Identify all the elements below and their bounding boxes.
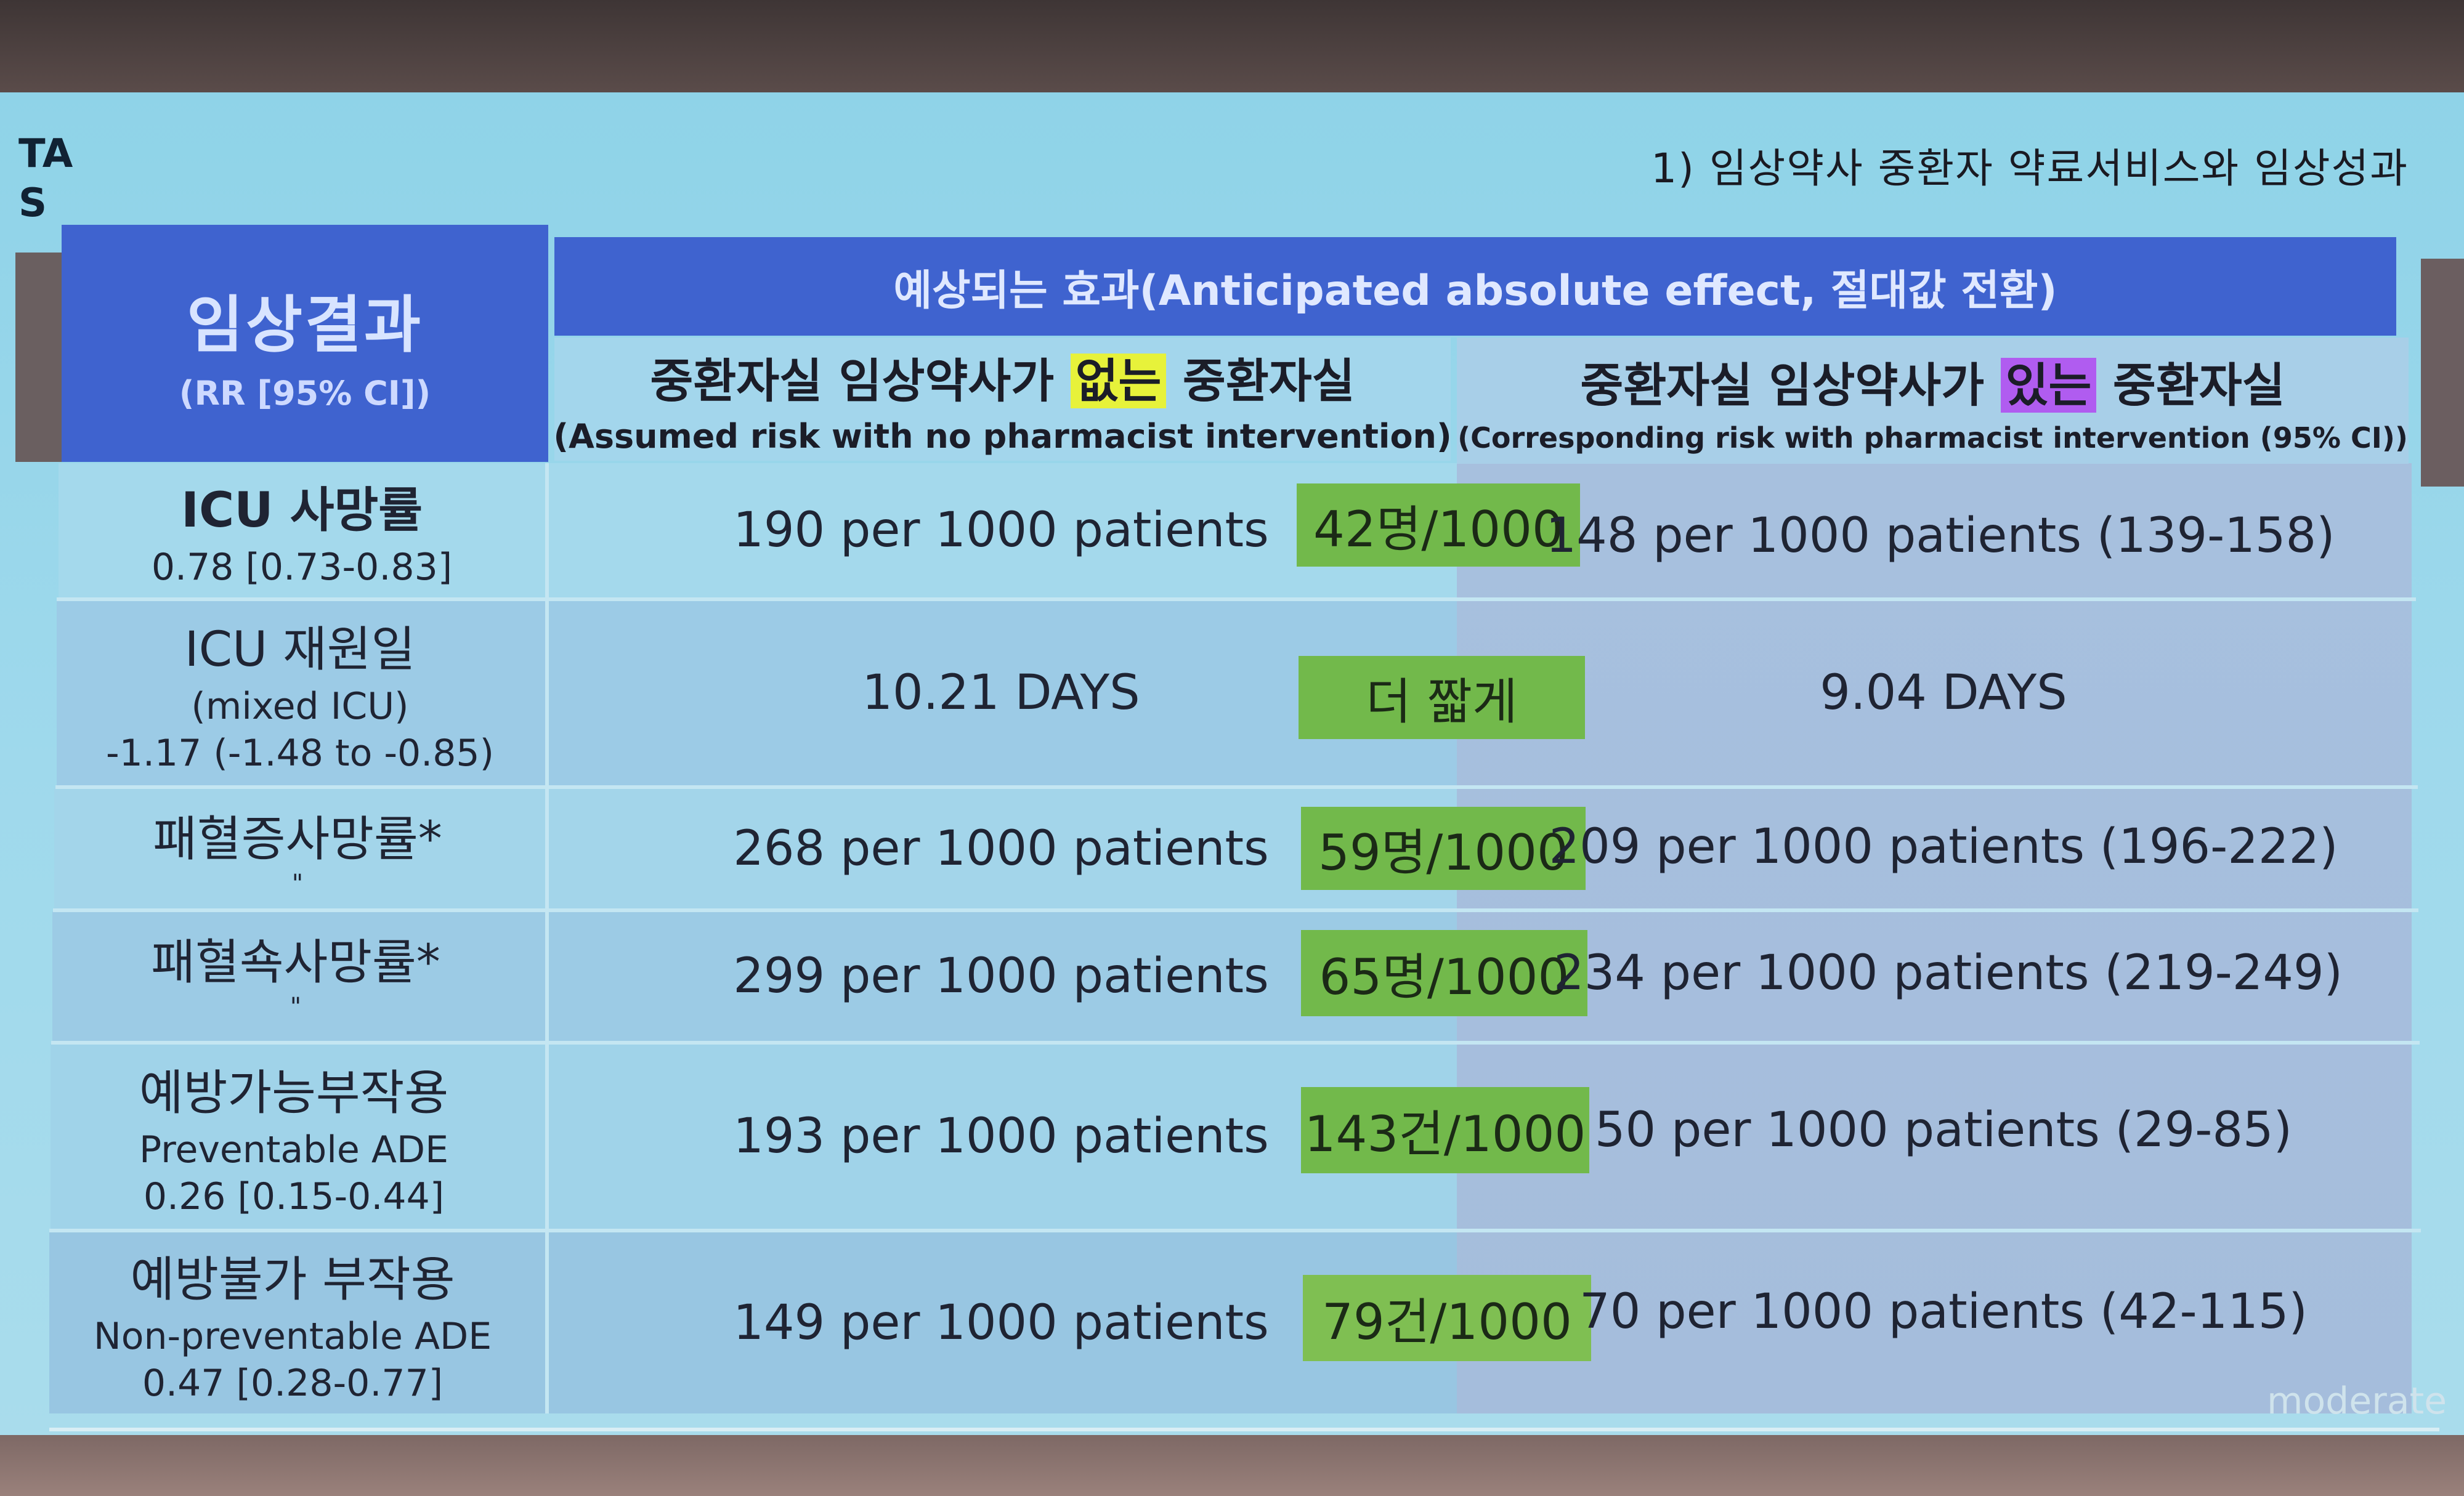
table-row-label: 패혈증사망률* " [54,788,541,908]
with-header-text-before: 중환자실 임상약사가 [1580,357,2001,413]
without-value: 193 per 1000 patients [733,1109,1269,1164]
outcome-ditto: " [291,870,304,898]
row-background-1 [59,463,1457,597]
with-highlight: 있는 [2000,357,2097,413]
room-ceiling [0,0,2464,99]
row-divider [55,785,2418,789]
with-value: 9.04 DAYS [1820,665,2067,721]
with-value: 209 per 1000 patients (196-222) [1549,819,2338,875]
table-row-label: 패혈쇽사망률* " [52,912,539,1041]
table-row-label: 예방불가 부작용 Non-preventable ADE 0.47 [0.28-… [49,1232,536,1413]
without-value: 190 per 1000 patients [733,503,1269,558]
slide-bottom-edge [49,1428,2439,1431]
row-background-5 [51,1044,1457,1229]
right-column-background [1457,463,2412,1413]
outcome-ditto: " [290,993,302,1021]
without-value: 299 per 1000 patients [733,948,1269,1004]
difference-badge: 143건/1000 [1301,1087,1589,1173]
outcome-name: ICU 사망률 [180,483,423,538]
without-pharmacist-header-en: (Assumed risk with no pharmacist interve… [553,416,1452,456]
with-value: 70 per 1000 patients (42-115) [1579,1284,2308,1340]
with-value: 234 per 1000 patients (219-249) [1553,945,2343,1001]
slide-title: 1) 임상약사 중환자 약료서비스와 임상성과 [1651,145,2409,192]
row-background-6 [49,1232,1457,1413]
with-pharmacist-header: 중환자실 임상약사가 있는 중환자실 (Corresponding risk w… [1457,338,2409,464]
column-divider [545,463,549,1413]
outcome-name-en: Preventable ADE [139,1128,449,1171]
difference-badge: 42명/1000 [1297,483,1580,567]
cut-off-text: TA S [18,129,73,228]
row-background-3 [54,788,1457,908]
outcome-name: 패혈쇽사망률* [151,935,440,990]
with-header-text-after: 중환자실 [2096,357,2285,413]
outcome-header: 임상결과 (RR [95% CI]) [62,225,548,462]
with-pharmacist-header-en: (Corresponding risk with pharmacist inte… [1457,421,2408,455]
outcome-name-en: Non-preventable ADE [93,1314,492,1358]
without-header-text-after: 중환자실 [1166,353,1355,408]
outcome-name: ICU 재원일 [184,622,416,677]
outcome-rr: 0.26 [0.15-0.44] [143,1175,445,1218]
with-value: 148 per 1000 patients (139-158) [1546,507,2335,564]
outcome-header-title: 임상결과 [187,288,423,361]
without-pharmacist-header: 중환자실 임상약사가 없는 중환자실 (Assumed risk with no… [553,338,1452,461]
outcome-md: -1.17 (-1.48 to -0.85) [106,732,494,775]
room-floor [0,1429,2464,1496]
table-row-label: ICU 재원일 (mixed ICU) -1.17 (-1.48 to -0.8… [57,600,543,785]
outcome-rr: 0.47 [0.28-0.77] [142,1361,444,1405]
cut-off-text-line-1: TA [18,131,73,177]
without-highlight: 없는 [1070,353,1167,408]
difference-badge: 59명/1000 [1301,807,1586,890]
left-edge-bar [15,253,62,462]
with-pharmacist-header-ko: 중환자실 임상약사가 있는 중환자실 [1580,347,2285,415]
outcome-name: 패혈증사망률* [153,812,442,867]
without-pharmacist-header-ko: 중환자실 임상약사가 없는 중환자실 [650,343,1355,411]
difference-badge: 79건/1000 [1303,1275,1591,1361]
row-divider [57,597,2416,601]
outcome-name: 예방불가 부작용 [130,1251,455,1308]
difference-badge: 더 짧게 [1299,656,1585,739]
right-edge-bar [2421,259,2464,487]
cut-off-text-line-2: S [18,180,47,226]
without-header-text-before: 중환자실 임상약사가 [650,353,1071,408]
row-background-2 [57,600,1457,785]
table-row-label: 예방가능부작용 Preventable ADE 0.26 [0.15-0.44] [51,1044,537,1229]
difference-badge: 65명/1000 [1301,930,1587,1016]
outcome-name: 예방가능부작용 [139,1065,449,1121]
row-background-4 [52,912,1457,1041]
table-row-label: ICU 사망률 0.78 [0.73-0.83] [59,463,545,597]
outcome-header-subtitle: (RR [95% CI]) [179,373,431,413]
row-divider [53,908,2418,912]
effect-header: 예상되는 효과(Anticipated absolute effect, 절대값… [554,237,2396,336]
with-value: 50 per 1000 patients (29-85) [1594,1102,2293,1158]
without-value: 268 per 1000 patients [733,820,1269,876]
row-divider [51,1041,2420,1045]
without-value: 10.21 DAYS [862,665,1140,721]
without-value: 149 per 1000 patients [733,1295,1269,1351]
outcome-rr: 0.78 [0.73-0.83] [151,546,453,589]
outcome-subgroup: (mixed ICU) [191,685,409,728]
effect-header-title: 예상되는 효과(Anticipated absolute effect, 절대값… [893,266,2057,315]
cut-off-footer-text: moderate [2267,1380,2447,1423]
row-divider [49,1229,2421,1232]
